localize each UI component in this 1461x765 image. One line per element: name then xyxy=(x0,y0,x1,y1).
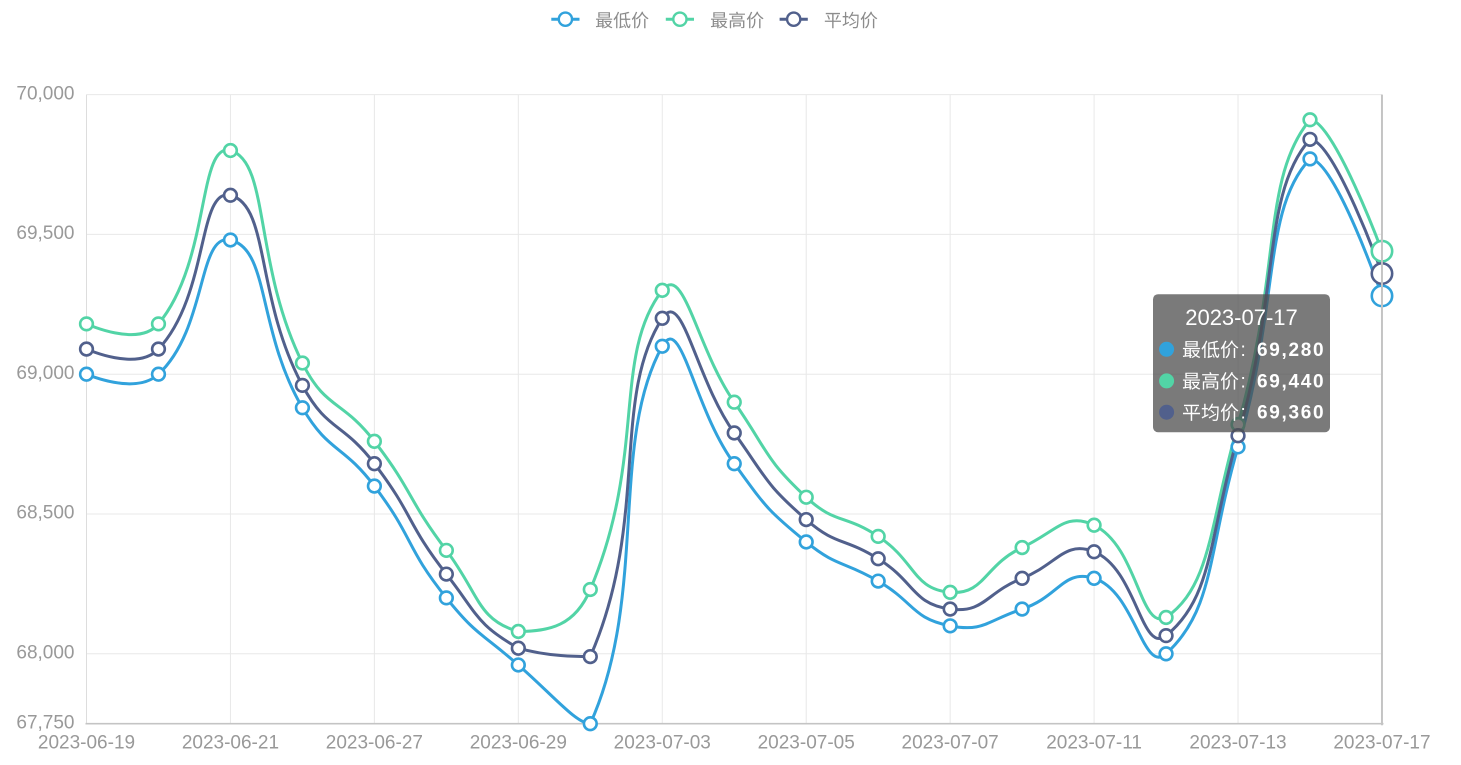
svg-text::: : xyxy=(1241,340,1246,361)
svg-text:2023-07-05: 2023-07-05 xyxy=(758,732,855,753)
svg-text:2023-06-21: 2023-06-21 xyxy=(182,732,279,753)
svg-text:2023-07-13: 2023-07-13 xyxy=(1189,732,1286,753)
svg-text:67,750: 67,750 xyxy=(16,712,74,733)
svg-text:69,500: 69,500 xyxy=(16,223,74,244)
svg-text:2023-06-29: 2023-06-29 xyxy=(470,732,567,753)
svg-text:69,000: 69,000 xyxy=(16,363,74,384)
svg-text:2023-06-19: 2023-06-19 xyxy=(38,732,135,753)
svg-text:2023-07-11: 2023-07-11 xyxy=(1046,732,1142,753)
svg-text:2023-07-17: 2023-07-17 xyxy=(1185,305,1298,330)
svg-text:68,000: 68,000 xyxy=(16,643,74,664)
svg-text:2023-07-17: 2023-07-17 xyxy=(1333,732,1430,753)
svg-text::: : xyxy=(1241,371,1246,392)
svg-text:2023-07-07: 2023-07-07 xyxy=(902,732,999,753)
svg-text:69,360: 69,360 xyxy=(1257,403,1325,424)
svg-text:68,500: 68,500 xyxy=(16,503,74,524)
svg-text:70,000: 70,000 xyxy=(16,83,74,104)
svg-text:2023-06-27: 2023-06-27 xyxy=(326,732,423,753)
svg-text:2023-07-03: 2023-07-03 xyxy=(614,732,711,753)
svg-text:69,440: 69,440 xyxy=(1257,371,1325,392)
svg-text::: : xyxy=(1241,403,1246,424)
svg-text:69,280: 69,280 xyxy=(1257,340,1325,361)
